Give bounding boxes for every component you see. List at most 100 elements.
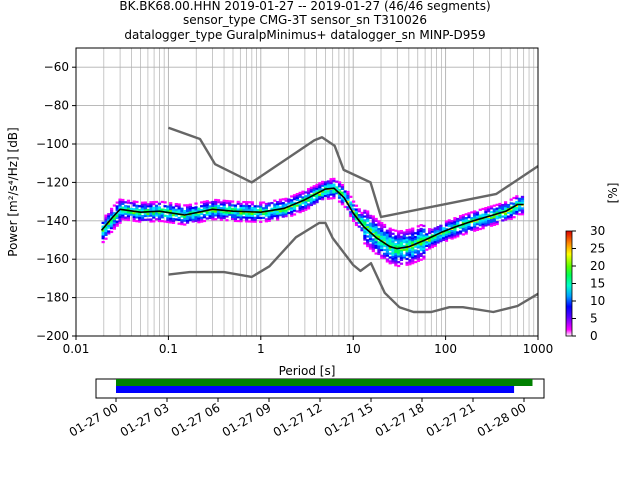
heatmap-cell [225,201,229,205]
heatmap-cell [428,229,432,233]
heatmap-cell [205,207,209,211]
heatmap-cell [143,201,147,204]
heatmap-cell [202,208,207,211]
heatmap-cell [363,209,367,212]
heatmap-cell [456,219,460,223]
heatmap-cell [397,238,401,241]
heatmap-cell [326,182,330,185]
heatmap-cell [101,235,105,238]
heatmap-cell [391,236,395,239]
heatmap-cell [256,214,260,218]
heatmap-cell [185,219,190,222]
heatmap-cell [124,210,128,214]
heatmap-cell [290,195,294,198]
heatmap-cell [520,197,525,200]
heatmap-cell [169,207,173,211]
y-tick-label: −180 [36,291,69,305]
heatmap-cell [388,248,392,251]
heatmap-cell [118,198,122,201]
heatmap-cell [216,201,221,204]
heatmap-cell [343,190,347,193]
heatmap-cell [411,260,415,263]
heatmap-cell [126,205,131,208]
heatmap-cell [503,216,508,219]
heatmap-cell [391,238,395,241]
heatmap-cell [385,246,390,250]
heatmap-cell [481,219,485,222]
heatmap-cell [292,194,297,197]
heatmap-cell [177,222,181,225]
heatmap-cell [233,216,238,219]
heatmap-cell [464,226,468,229]
heatmap-cell [191,206,195,210]
heatmap-cell [422,251,426,254]
heatmap-cell [487,223,491,226]
heatmap-cell [453,228,457,231]
heatmap-cell [191,208,195,212]
heatmap-cell [321,192,325,195]
heatmap-cell [484,222,488,225]
heatmap-cell [473,221,477,225]
heatmap-cell [180,223,184,226]
heatmap-cell [329,197,333,200]
y-tick-label: −140 [36,214,69,228]
heatmap-cell [484,220,488,223]
heatmap-cell [261,201,266,204]
heatmap-cell [287,211,291,215]
heatmap-cell [233,208,238,211]
heatmap-cell [478,214,482,217]
heatmap-cell [208,207,212,210]
heatmap-cell [247,214,252,217]
heatmap-cell [104,226,108,229]
heatmap-cell [385,248,390,251]
heatmap-cell [492,217,496,221]
heatmap-cell [366,239,370,242]
heatmap-cell [453,230,457,233]
heatmap-cell [298,203,302,206]
heatmap-cell [397,253,401,256]
heatmap-cell [109,213,114,216]
heatmap-cell [149,212,153,215]
heatmap-cell [442,233,446,236]
heatmap-cell [264,208,268,211]
heatmap-cell [126,218,131,222]
heatmap-cell [202,219,207,223]
heatmap-cell [422,255,426,258]
heatmap-cell [411,256,415,259]
heatmap-cell [501,209,505,212]
heatmap-cell [394,252,398,255]
heatmap-cell [301,202,305,205]
heatmap-cell [149,201,153,204]
heatmap-cell [267,202,271,205]
heatmap-cell [391,242,395,245]
heatmap-cell [363,221,367,224]
heatmap-cell [318,197,322,200]
heatmap-cell [416,255,420,259]
heatmap-cell [253,209,257,212]
heatmap-cell [126,199,131,202]
heatmap-cell [118,219,122,222]
heatmap-cell [405,261,409,264]
heatmap-cell [112,217,117,221]
heatmap-cell [264,202,268,206]
heatmap-cell [422,257,426,260]
heatmap-cell [180,221,184,224]
heatmap-cell [470,217,474,220]
heatmap-cell [399,243,404,246]
heatmap-cell [315,183,319,186]
heatmap-cell [219,203,223,206]
heatmap-cell [222,201,226,204]
heatmap-cell [405,232,409,236]
heatmap-cell [169,217,173,220]
heatmap-cell [256,209,260,212]
heatmap-cell [371,224,375,228]
heatmap-cell [169,215,173,218]
heatmap-cell [416,225,420,228]
heatmap-cell [118,206,122,209]
heatmap-cell [169,205,173,209]
heatmap-cell [174,204,178,208]
heatmap-cell [444,231,449,235]
heatmap-cell [416,238,420,241]
heatmap-cell [391,249,395,253]
